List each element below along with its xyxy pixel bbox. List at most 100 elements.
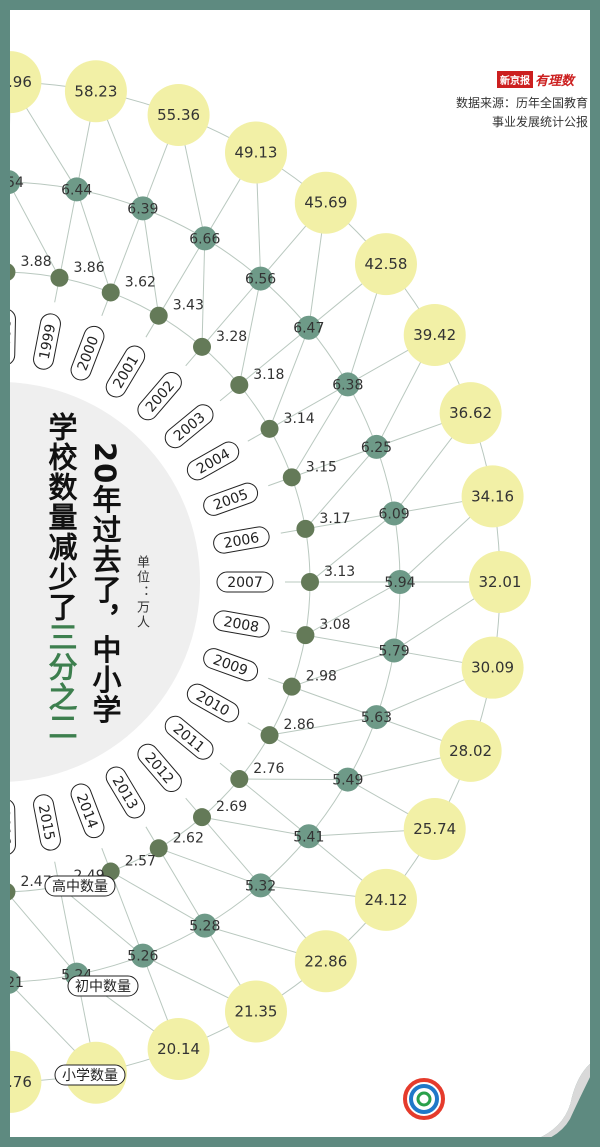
year-label: 2015 [35,804,58,842]
legend-high: 高中数量 [44,875,116,897]
value-primary-2008: 30.09 [471,659,514,677]
connector-middle-7 [305,446,377,530]
value-high-2013: 2.62 [173,830,204,846]
value-primary-2002: 45.69 [304,194,347,212]
year-pill-2011: 2011 [164,715,214,760]
dot-middle-2008 [382,638,407,663]
year-pill-2001: 2001 [105,345,146,398]
value-primary-2012: 22.86 [304,952,347,970]
year-pill-border [164,404,214,449]
year-pill-1998: 1998 [10,308,16,366]
year-label: 1999 [37,323,60,361]
dot-high-2006 [296,519,315,538]
legend-middle: 初中数量 [67,975,139,997]
value-primary-2000: 55.36 [157,106,200,124]
dot-middle-2005 [364,434,389,459]
year-pill-2012: 2012 [137,743,182,793]
dot-high-2000 [101,283,120,302]
dot-primary-2004 [403,304,466,367]
year-pill-border [186,683,240,723]
value-primary-2006: 34.16 [471,487,514,505]
value-high-1999: 3.86 [73,260,104,276]
dot-primary-2010 [403,797,466,860]
year-pill-border [33,313,61,370]
year-pill-2013: 2013 [105,766,146,819]
value-middle-2009: 5.63 [361,710,392,726]
year-pill-2002: 2002 [137,371,182,421]
value-primary-2003: 42.58 [364,255,407,273]
paper-sheet: 1998 1999 2000 2001 2002 2003 2004 2005 2006 2007… [10,10,590,1137]
dot-primary-2000 [147,83,210,146]
dot-high-2002 [192,337,211,356]
dot-middle-2009 [364,705,389,730]
year-pill-2014: 2014 [70,783,105,839]
year-pill-border [105,345,146,398]
year-pill-border [10,308,16,366]
dot-primary-1999 [64,60,127,123]
value-primary-2016: 17.76 [10,1073,32,1091]
year-pill-2015: 2015 [33,794,61,851]
connector-middle-9 [305,581,401,636]
value-primary-2005: 36.62 [449,404,492,422]
value-middle-2014: 5.26 [127,949,158,965]
value-middle-2011: 5.41 [293,829,324,845]
legend-label: 初中数量 [75,978,131,995]
connector-middle-2 [142,208,160,316]
legend-pill-border [54,1064,126,1086]
value-middle-2001: 6.66 [189,231,220,247]
connector-middle-15 [110,871,206,927]
year-pill-2004: 2004 [186,441,240,481]
year-pill-2003: 2003 [164,404,214,449]
connector-middle-0 [10,184,60,278]
connector-middle-16 [59,885,144,956]
year-label: 2007 [227,575,263,591]
year-pill-border [216,571,274,593]
year-pill-border [137,743,182,793]
dot-primary-2005 [439,382,502,445]
year-pill-border [203,482,259,516]
value-high-1998: 3.88 [20,254,51,270]
year-pill-border [213,610,270,638]
value-primary-2011: 24.12 [364,891,407,909]
dot-primary-2002 [294,171,357,234]
value-high-2000: 3.62 [125,274,156,290]
dot-primary-2013 [224,980,287,1043]
value-middle-1999: 6.44 [61,182,92,198]
dot-high-2007 [301,573,319,591]
value-middle-2010: 5.49 [332,773,363,789]
value-middle-2008: 5.79 [378,644,409,660]
dot-middle-2012 [248,873,273,898]
title-backdrop [10,382,200,782]
value-primary-2013: 21.35 [235,1003,278,1021]
value-middle-2006: 6.09 [378,506,409,522]
connector-middle-13 [201,816,309,837]
legend-pill-border [44,875,116,897]
value-primary-2007: 32.01 [479,573,522,591]
dot-primary-2006 [461,465,524,528]
legend-pill-border [67,975,139,997]
connector-middle-10 [291,650,395,688]
dot-high-2004 [260,419,279,438]
dot-primary-1998 [10,51,42,114]
value-high-2005: 3.15 [306,459,337,475]
connector-middle-6 [291,384,349,478]
value-primary-1999: 58.23 [74,82,117,100]
dot-middle-2001 [192,226,217,251]
dot-middle-2014 [130,943,155,968]
dot-primary-2011 [354,868,417,931]
dot-middle-2003 [296,315,321,340]
year-pill-border [203,648,259,682]
value-high-2007: 3.13 [324,564,355,580]
dot-primary-2007 [469,551,531,613]
dot-middle-2016 [10,970,21,994]
dot-middle-2004 [335,372,360,397]
dot-high-2011 [230,770,249,789]
year-pill-1999: 1999 [33,313,61,370]
legend-primary: 小学数量 [54,1064,126,1086]
dot-middle-2006 [382,501,407,526]
dot-high-1998 [10,263,16,281]
dot-primary-2009 [439,719,502,782]
year-pill-border [105,766,146,819]
